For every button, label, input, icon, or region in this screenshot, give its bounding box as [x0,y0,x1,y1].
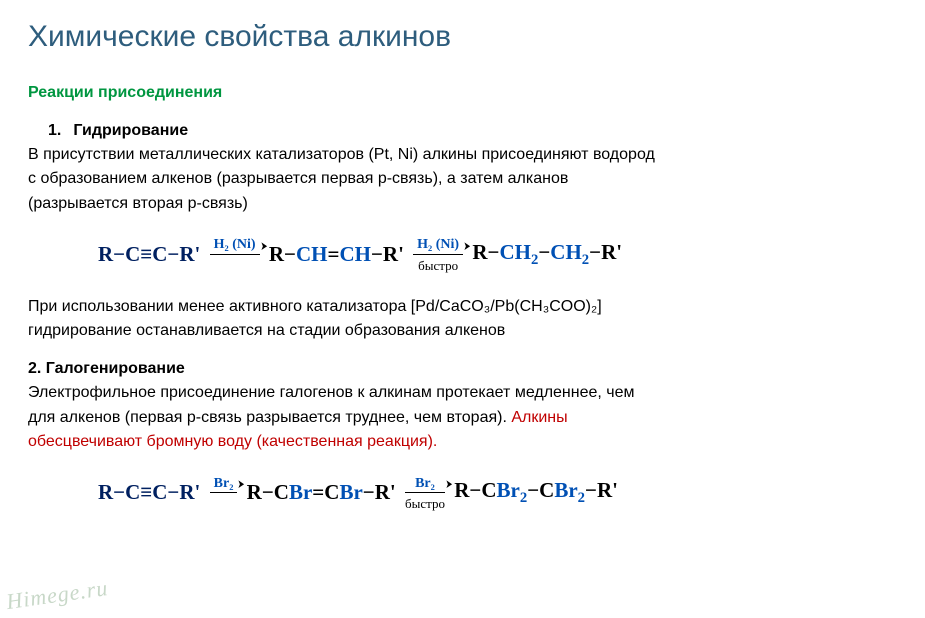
subsection-2-title: Галогенирование [46,360,185,377]
reaction1-cond1: H₂ (Ni) [210,237,260,254]
sub2-para-line1: Электрофильное присоединение галогенов к… [28,382,897,404]
reaction2-reactant: R−C≡C−R' [98,480,200,505]
reaction1-reactant: R−C≡C−R' [98,242,200,267]
subsection-2-number: 2. [28,360,41,377]
sub1-para2-line2: гидрирование останавливается на стадии о… [28,320,897,342]
reaction-1: R−C≡C−R' H₂ (Ni) R−CH=CH−R' H₂ (Ni) быст… [98,237,897,271]
sub2-para-line3: обесцвечивают бромную воду (качественная… [28,431,897,453]
reaction1-product: R−CH2−CH2−R' [472,240,622,269]
reaction1-cond2-top: H₂ (Ni) [413,237,463,254]
subsection-1-heading: 1. Гидрирование [48,122,897,140]
reaction1-arrow-2: H₂ (Ni) быстро [413,237,463,271]
sub1-para1-line2: с образованием алкенов (разрывается перв… [28,168,897,190]
subsection-1-title: Гидрирование [73,122,188,139]
reaction1-arrow-1: H₂ (Ni) [210,237,260,271]
sub1-para1-line1: В присутствии металлических катализаторо… [28,144,897,166]
reaction2-arrow-2: Br₂ быстро [405,476,445,510]
reaction2-product: R−CBr2−CBr2−R' [454,478,618,507]
reaction2-intermediate: R−CBr=CBr−R' [247,480,396,505]
section-heading: Реакции присоединения [28,84,897,102]
subsection-2-heading: 2. Галогенирование [28,360,897,378]
page-title: Химические свойства алкинов [28,20,897,54]
reaction2-cond2-top: Br₂ [405,476,445,493]
sub2-para-line2: для алкенов (первая p-связь разрывается … [28,407,897,429]
reaction1-intermediate: R−CH=CH−R' [269,242,404,267]
reaction-2: R−C≡C−R' Br₂ R−CBr=CBr−R' Br₂ быстро R−C… [98,476,897,510]
watermark: Himege.ru [5,575,110,615]
sub1-para1-line3: (разрывается вторая p-связь) [28,193,897,215]
sub2-highlight-2: обесцвечивают бромную воду (качественная… [28,433,437,450]
reaction2-cond1: Br₂ [210,476,238,493]
sub1-para2-line1: При использовании менее активного катали… [28,296,897,318]
reaction2-arrow-1: Br₂ [210,476,238,510]
sub2-highlight-1: Алкины [511,409,567,426]
subsection-1-number: 1. [48,122,61,140]
